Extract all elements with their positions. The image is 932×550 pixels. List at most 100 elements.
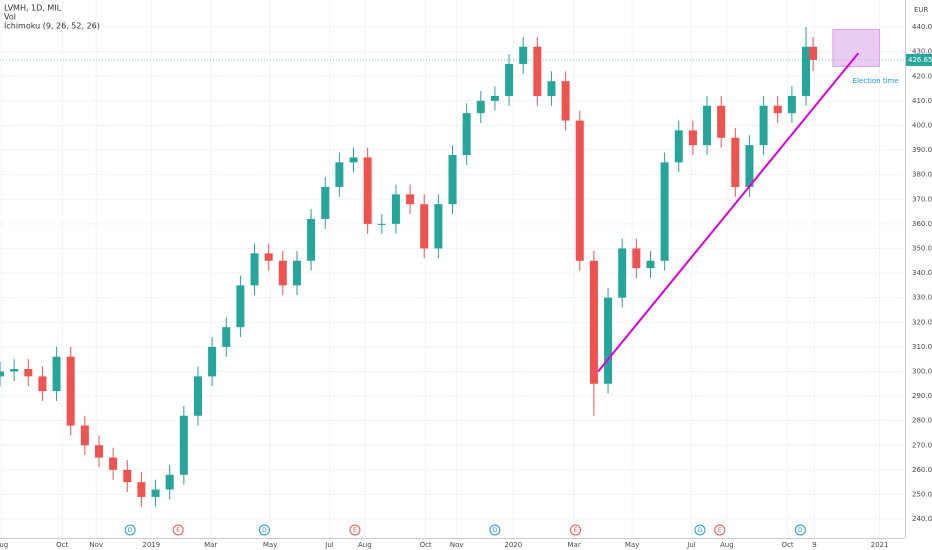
y-tick-label: 250.00 [912,490,932,498]
candle-body [349,157,358,163]
x-tick-label: 2019 [142,541,160,549]
candle-body [674,130,683,163]
currency: EUR [914,6,929,14]
x-tick-label: Jul [686,541,696,549]
candle-body [787,95,796,114]
candle-body [137,482,146,497]
candle-body [307,218,316,261]
y-tick-label: 420.00 [912,72,932,80]
candle-body [745,145,754,187]
x-tick-label: Nov [450,541,464,549]
y-tick-label: 290.00 [912,392,932,400]
candle-body [809,46,818,60]
candle-body [448,154,457,205]
x-tick-label: Aug [358,541,372,549]
x-tick-label: Oct [782,541,794,549]
event-label: D [128,527,133,534]
y-tick-label: 300.00 [912,367,932,375]
y-tick-label: 330.00 [912,294,932,302]
event-marker [349,524,361,536]
candle-body [703,105,712,146]
candle-body [660,162,669,261]
annotation: Election time [853,77,899,85]
candle-body [434,204,443,249]
event-label: E [574,527,578,534]
candle-body [109,457,118,470]
candle-body [561,81,570,121]
candle-body [94,445,103,458]
candle-body [193,376,202,416]
candle-body [24,368,33,377]
candle-body [717,105,726,138]
candle-body [264,253,273,261]
candle-body [250,253,259,286]
candle-body [10,368,19,372]
candle-body [773,105,782,114]
x-tick-label: 2021 [871,541,889,549]
candle-body [52,356,61,392]
candle-body [731,137,740,187]
candle-body [278,260,287,286]
candle-body [759,105,768,146]
candle-body [391,194,400,224]
y-tick-label: 430.00 [912,48,932,56]
candle-body [604,297,613,384]
y-tick-label: 400.00 [912,121,932,129]
x-tick-label: Nov [89,541,103,549]
x-tick-label: Oct [56,541,68,549]
candle-body [688,130,697,146]
candle-body [589,260,598,384]
candle-body [519,46,528,64]
x-tick-label: Aug [0,541,8,549]
event-label: E [176,527,180,534]
event-label: E [353,527,357,534]
x-tick-label: May [263,541,277,549]
candle-body [406,194,415,205]
candle-body [123,469,132,483]
x-tick-label: 2020 [504,541,522,549]
x-tick-label: May [625,541,639,549]
candle-body [533,46,542,96]
candle-body [462,113,471,155]
candle-body [321,186,330,219]
event-label: D [493,527,498,534]
event-marker [570,524,582,536]
y-tick-label: 390.00 [912,146,932,154]
candle-body [377,223,386,225]
y-tick-label: 440.00 [912,23,932,31]
x-tick-label: Aug [720,541,734,549]
symbol-title: LVMH, 1D, MIL [4,4,62,13]
event-label: D [262,527,267,534]
candle-body [420,204,429,249]
indicator-label: Ichimoku (9, 26, 52, 26) [4,22,100,31]
candle-body [618,248,627,298]
x-tick-label: Mar [568,541,581,549]
y-tick-label: 350.00 [912,244,932,252]
event-marker [258,524,270,536]
event-label: D [798,527,803,534]
trend-line [597,52,860,373]
y-tick-label: 320.00 [912,318,932,326]
event-marker [714,524,726,536]
candle-body [632,248,641,269]
event-marker [794,524,806,536]
candle-body [646,260,655,269]
price-box [832,29,881,67]
candle-body [335,162,344,187]
candle-body [363,157,372,224]
candle-body [38,376,47,392]
event-label: D [698,527,703,534]
candle-body [208,346,217,377]
x-tick-label: Jul [324,541,334,549]
y-tick-label: 370.00 [912,195,932,203]
last-price-tag [906,53,932,66]
indicator-label: Vol [4,13,16,22]
candle-body [476,100,485,114]
y-tick-label: 270.00 [912,441,932,449]
candle-body [179,415,188,475]
event-marker [124,524,136,536]
x-tick-label: 9 [812,541,816,549]
